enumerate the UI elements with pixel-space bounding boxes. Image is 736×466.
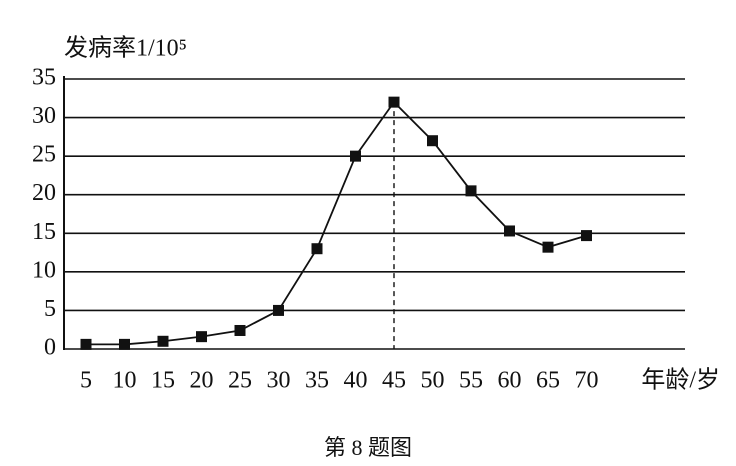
data-point <box>504 225 515 237</box>
x-tick-label: 15 <box>151 368 175 394</box>
data-point <box>157 335 169 347</box>
x-tick-label: 30 <box>267 368 291 394</box>
y-tick-label: 5 <box>44 296 56 322</box>
y-tick-label: 10 <box>32 257 56 283</box>
x-tick-label: 70 <box>575 368 599 394</box>
data-point <box>119 338 130 350</box>
data-point <box>581 230 592 242</box>
data-point <box>311 243 323 255</box>
x-tick-label: 10 <box>113 368 137 394</box>
x-tick-label: 5 <box>80 368 92 394</box>
y-tick-label: 20 <box>32 180 56 206</box>
x-tick-label: 25 <box>228 368 252 394</box>
y-axis-title: 发病率1/10⁵ <box>64 35 187 62</box>
data-line <box>86 100 587 346</box>
y-tick-label: 15 <box>32 219 56 245</box>
x-tick-label: 35 <box>305 368 329 394</box>
data-point <box>273 304 284 316</box>
x-tick-label: 60 <box>498 368 522 394</box>
data-point <box>388 96 400 108</box>
x-tick-label: 40 <box>344 368 368 394</box>
y-tick-label: 35 <box>32 65 56 91</box>
caption: 第 8 题图 <box>324 435 412 460</box>
y-tick-label: 0 <box>44 335 56 361</box>
data-point <box>80 338 92 350</box>
data-point <box>196 331 207 343</box>
data-point <box>465 185 477 197</box>
data-point <box>234 324 246 336</box>
data-point <box>350 150 361 162</box>
x-axis-title: 年龄/岁 <box>641 367 720 394</box>
x-tick-label: 55 <box>459 368 483 394</box>
y-tick-label: 30 <box>32 103 56 129</box>
x-tick-label: 50 <box>421 368 445 394</box>
data-point <box>542 241 554 253</box>
data-point <box>427 135 438 147</box>
x-tick-label: 65 <box>536 368 560 394</box>
x-tick-label: 20 <box>190 368 214 394</box>
x-tick-label: 45 <box>382 368 406 394</box>
y-tick-label: 25 <box>32 142 56 168</box>
